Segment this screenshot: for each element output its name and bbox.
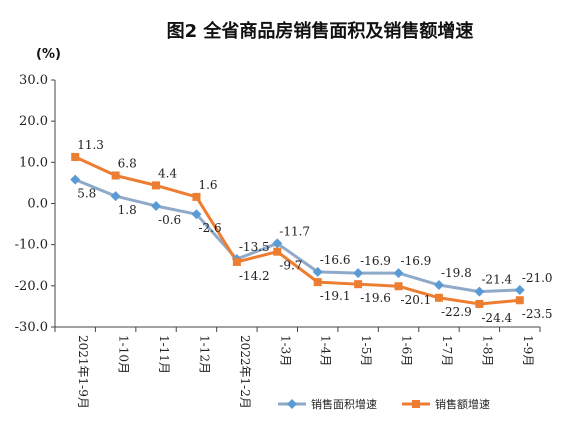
legend-marker-0 <box>287 399 297 409</box>
legend: 销售面积增速 销售额增速 <box>278 397 490 411</box>
legend-label-0: 销售面积增速 <box>311 397 377 411</box>
data-label: -9.7 <box>279 259 302 273</box>
series-lines <box>74 155 520 306</box>
data-label: 4.4 <box>158 166 177 180</box>
x-tick-label: 1-3月 <box>278 335 292 366</box>
x-tick-label: 1-10月 <box>117 335 131 374</box>
chart-title: 图2 全省商品房销售面积及销售额增速 <box>167 20 474 42</box>
series-0-point <box>433 280 444 291</box>
x-tick-label: 1-9月 <box>521 335 535 366</box>
series-1-point <box>434 293 443 302</box>
data-label: -0.6 <box>158 213 181 227</box>
data-label: -19.8 <box>441 266 472 280</box>
series-1-point <box>232 257 241 266</box>
data-label: -20.1 <box>401 293 432 307</box>
legend-marker-1 <box>412 400 420 408</box>
data-label: -16.9 <box>360 254 391 268</box>
data-label: -22.9 <box>441 305 472 319</box>
x-tick-label: 1-5月 <box>359 335 373 366</box>
series-line-1 <box>74 155 520 306</box>
data-label: -21.4 <box>481 273 512 287</box>
data-label: 5.8 <box>77 187 96 201</box>
y-tick-label: 20.0 <box>19 114 48 129</box>
series-1-point <box>273 247 282 256</box>
x-tick-label: 2021年1-9月 <box>76 335 90 409</box>
legend-label-1: 销售额增速 <box>435 397 490 411</box>
series-1-point <box>111 171 120 180</box>
y-axis-unit: (%) <box>36 47 61 62</box>
series-0-point <box>353 268 364 279</box>
series-0-point <box>151 200 162 211</box>
series-0-point <box>474 286 485 297</box>
data-label: -19.6 <box>360 291 391 305</box>
series-line-0 <box>74 178 520 294</box>
series-1-point <box>313 278 322 287</box>
y-tick-label: 0.0 <box>27 197 48 212</box>
series-1-point <box>475 299 484 308</box>
series-0-point <box>514 284 525 295</box>
data-label: 6.8 <box>118 157 137 171</box>
series-1-point <box>515 296 524 305</box>
series-1-point <box>192 192 201 201</box>
data-label: -21.0 <box>522 271 553 285</box>
data-label: -23.5 <box>522 307 553 321</box>
data-label: -19.1 <box>320 289 351 303</box>
data-label: 1.6 <box>198 178 217 192</box>
series-1-point <box>71 152 80 161</box>
y-tick-label: -10.0 <box>15 238 48 253</box>
data-label: -11.7 <box>279 224 310 238</box>
series-1-point <box>354 280 363 289</box>
data-label: -24.4 <box>481 311 512 325</box>
x-tick-label: 1-6月 <box>400 335 414 366</box>
y-tick-label: -30.0 <box>15 320 48 335</box>
markers <box>70 152 525 308</box>
series-1-point <box>152 181 161 190</box>
series-0-point <box>393 268 404 279</box>
series-1-point <box>394 282 403 291</box>
y-tick-label: 30.0 <box>19 73 48 88</box>
series-0-point <box>191 209 202 220</box>
data-label: -13.5 <box>239 240 270 254</box>
y-tick-label: -20.0 <box>15 279 48 294</box>
data-label: 11.3 <box>77 138 104 152</box>
x-tick-label: 2022年1-2月 <box>238 335 252 409</box>
x-tick-label: 1-7月 <box>440 335 454 366</box>
y-tick-label: 10.0 <box>19 155 48 170</box>
series-0-point <box>70 174 81 185</box>
data-label: -14.2 <box>239 269 270 283</box>
x-tick-label: 1-11月 <box>157 335 171 374</box>
data-label: 1.8 <box>118 203 137 217</box>
series-0-point <box>110 191 121 202</box>
data-label: -2.6 <box>198 221 221 235</box>
series-0-point <box>312 266 323 277</box>
x-tick-label: 1-4月 <box>319 335 333 366</box>
x-tick-label: 1-8月 <box>480 335 494 366</box>
data-label: -16.6 <box>320 253 351 267</box>
axes: 30.0 20.0 10.0 0.0 -10.0 -20.0 -30.0 2021年1-9月 1… <box>15 73 541 409</box>
series-0-point <box>272 238 283 249</box>
data-label: -16.9 <box>401 254 432 268</box>
x-tick-label: 1-12月 <box>197 335 211 374</box>
data-labels: 11.3 5.8 6.8 1.8 4.4 -0.6 1.6 -2.6 -13.5 -14.2 -11… <box>77 138 552 325</box>
